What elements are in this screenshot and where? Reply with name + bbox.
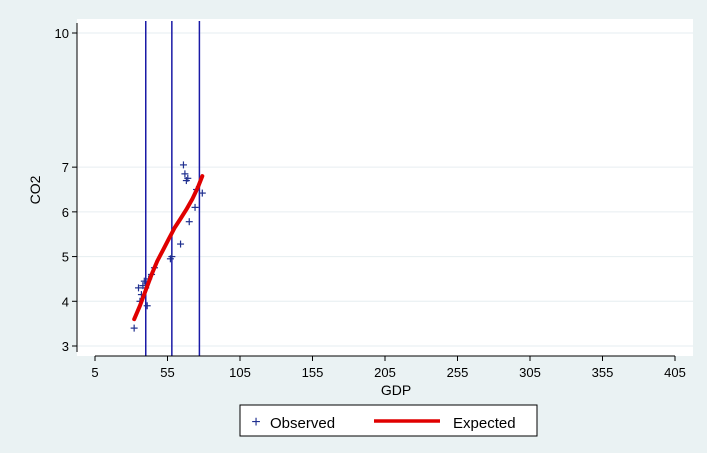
observed-point bbox=[130, 324, 138, 332]
y-tick-label: 4 bbox=[62, 294, 69, 309]
y-tick-label: 3 bbox=[62, 339, 69, 354]
legend-expected-label: Expected bbox=[453, 415, 516, 432]
observed-point bbox=[135, 284, 142, 292]
grid-lines bbox=[77, 32, 693, 347]
x-tick-label: 55 bbox=[160, 365, 174, 380]
y-tick-label: 10 bbox=[55, 26, 69, 41]
y-tick-label: 6 bbox=[62, 205, 69, 220]
series bbox=[130, 161, 206, 332]
observed-point bbox=[184, 174, 192, 182]
legend-observed-label: Observed bbox=[270, 415, 335, 432]
observed-point bbox=[181, 170, 189, 178]
y-tick-label: 5 bbox=[62, 250, 69, 265]
x-tick-label: 255 bbox=[447, 365, 469, 380]
observed-point bbox=[198, 189, 206, 197]
observed-point bbox=[185, 218, 193, 226]
legend: + Observed Expected bbox=[239, 404, 538, 437]
observed-point bbox=[179, 161, 187, 169]
observed-point bbox=[140, 277, 148, 285]
y-axis-title: CO2 bbox=[27, 175, 43, 204]
legend-box bbox=[239, 404, 538, 437]
x-tick-label: 355 bbox=[592, 365, 614, 380]
x-axis-title: GDP bbox=[381, 382, 411, 398]
legend-observed-plus-icon: + bbox=[251, 414, 260, 431]
y-tick-label: 7 bbox=[62, 160, 69, 175]
observed-point bbox=[191, 203, 199, 211]
observed-point bbox=[168, 253, 176, 261]
x-tick-label: 5 bbox=[91, 365, 98, 380]
observed-point bbox=[177, 240, 185, 248]
x-tick-label: 155 bbox=[302, 365, 324, 380]
x-tick-label: 305 bbox=[519, 365, 541, 380]
x-tick-label: 205 bbox=[374, 365, 396, 380]
observed-point bbox=[143, 302, 151, 310]
expected-line bbox=[132, 174, 205, 322]
x-tick-label: 105 bbox=[229, 365, 251, 380]
x-tick-label: 405 bbox=[664, 365, 686, 380]
plot-area bbox=[77, 19, 693, 356]
